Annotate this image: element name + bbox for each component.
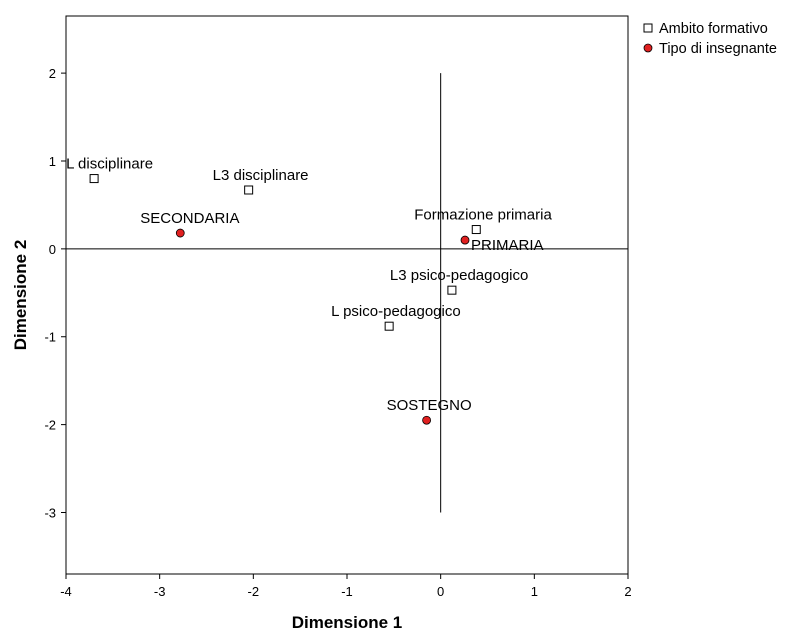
- y-tick-label: -3: [44, 505, 56, 520]
- point-label: L psico-pedagogico: [331, 303, 461, 320]
- legend-square-icon: [643, 23, 653, 33]
- legend-label: Ambito formativo: [659, 21, 768, 37]
- point-label: SOSTEGNO: [387, 397, 472, 414]
- x-axis-ticks: -4 -3 -2 -1 0 1 2: [60, 574, 632, 599]
- x-tick-label: 2: [624, 584, 631, 599]
- point-label: PRIMARIA: [471, 237, 544, 254]
- point-label: L disciplinare: [66, 156, 153, 173]
- y-tick-label: -2: [44, 418, 56, 433]
- data-points: [89, 174, 481, 425]
- ambito-formativo-marker: [384, 321, 394, 331]
- point-label: Formazione primaria: [414, 207, 552, 224]
- x-tick-label: -3: [154, 584, 166, 599]
- y-axis-ticks: 2 1 0 -1 -2 -3: [44, 66, 66, 520]
- ambito-formativo-marker: [89, 174, 99, 184]
- legend: Ambito formativo Tipo di insegnante: [643, 21, 777, 57]
- point-label: L3 psico-pedagogico: [390, 267, 528, 284]
- point-labels: L disciplinare L3 disciplinare Formazione …: [66, 156, 552, 415]
- y-tick-label: 1: [49, 154, 56, 169]
- ambito-formativo-marker: [447, 285, 457, 295]
- tipo-insegnante-marker: [460, 235, 470, 245]
- x-tick-label: -4: [60, 584, 72, 599]
- legend-circle-icon: [643, 43, 653, 53]
- plot-frame: [65, 15, 629, 575]
- reference-lines: [66, 73, 628, 513]
- ambito-formativo-marker: [244, 185, 254, 195]
- x-tick-label: -1: [341, 584, 353, 599]
- y-tick-label: 0: [49, 242, 56, 257]
- x-tick-label: -2: [248, 584, 260, 599]
- y-tick-label: -1: [44, 330, 56, 345]
- legend-label: Tipo di insegnante: [659, 41, 777, 57]
- tipo-insegnante-marker: [422, 415, 432, 425]
- x-tick-label: 0: [437, 584, 444, 599]
- ambito-formativo-marker: [471, 225, 481, 235]
- x-axis-title: Dimensione 1: [292, 613, 403, 630]
- x-tick-label: 1: [531, 584, 538, 599]
- tipo-insegnante-marker: [175, 228, 185, 238]
- y-tick-label: 2: [49, 66, 56, 81]
- point-label: SECONDARIA: [140, 210, 239, 227]
- y-axis-title: Dimensione 2: [11, 240, 30, 351]
- point-label: L3 disciplinare: [213, 167, 309, 184]
